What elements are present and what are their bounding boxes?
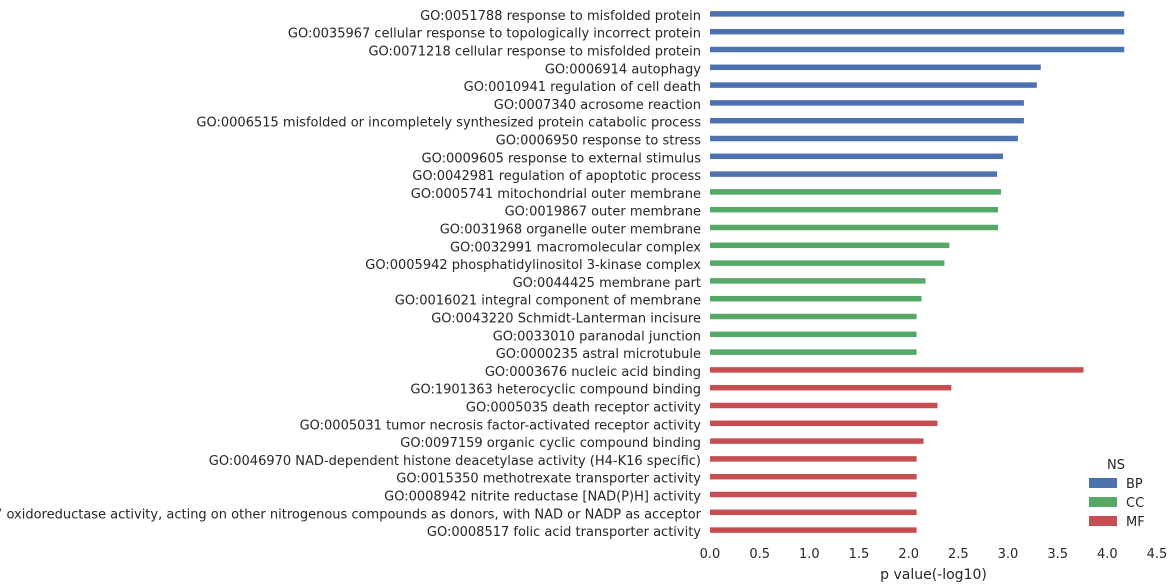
category-label: GO:0005942 phosphatidylinositol 3-kinase… [365, 258, 701, 273]
x-tick-label: 1.0 [799, 547, 820, 562]
bar-mf [710, 527, 917, 533]
legend-swatch-bp [1089, 478, 1117, 488]
bar-cc [710, 242, 950, 249]
category-label: GO:0032991 macromolecular complex [450, 240, 701, 255]
category-label: GO:0005741 mitochondrial outer membrane [411, 187, 701, 202]
category-label: GO:0097159 organic cyclic compound bindi… [400, 436, 701, 451]
x-tick-label: 2.5 [948, 547, 969, 562]
bars [710, 11, 1125, 533]
category-labels: GO:0051788 response to misfolded protein… [0, 9, 702, 540]
category-label: GO:0005031 tumor necrosis factor-activat… [300, 418, 702, 433]
category-label: GO:0006914 autophagy [545, 62, 701, 77]
legend-title: NS [1107, 458, 1125, 473]
bar-mf [710, 367, 1084, 373]
bar-bp [710, 135, 1018, 142]
bar-bp [710, 82, 1037, 88]
legend-label-bp: BP [1126, 477, 1143, 492]
bar-bp [710, 46, 1125, 53]
bar-cc [710, 278, 926, 284]
x-tick-label: 0.5 [749, 547, 770, 562]
bar-bp [710, 171, 998, 177]
legend-swatch-mf [1089, 516, 1117, 526]
bar-mf [710, 491, 917, 498]
category-label: GO:0008517 folic acid transporter activi… [427, 525, 701, 540]
bar-bp [710, 64, 1041, 71]
bar-cc [710, 260, 945, 266]
category-label: GO:0033010 paranodal junction [493, 329, 701, 344]
bar-mf [710, 509, 917, 516]
category-label: GO:0006515 misfolded or incompletely syn… [196, 116, 701, 131]
category-label: GO:0031968 organelle outer membrane [440, 223, 701, 238]
bar-cc [710, 206, 999, 213]
category-label: GO:0006950 response to stress [496, 134, 702, 149]
bar-mf [710, 420, 938, 427]
bar-cc [710, 313, 917, 320]
bar-bp [710, 153, 1004, 160]
category-label: GO:0005035 death receptor activity [466, 401, 701, 416]
bar-bp [710, 28, 1125, 35]
category-label: GO:0042981 regulation of apoptotic proce… [412, 169, 701, 184]
category-label: GO:0015350 methotrexate transporter acti… [396, 472, 701, 487]
bar-mf [710, 384, 952, 391]
category-label: GO:0009605 response to external stimulus [422, 151, 702, 166]
x-tick-label: 3.5 [1047, 547, 1068, 562]
legend-label-cc: CC [1126, 496, 1144, 511]
category-label: GO:0046970 NAD-dependent histone deacety… [209, 454, 701, 469]
category-label: GO:0016021 integral component of membran… [395, 294, 701, 309]
category-label: GO:0035967 cellular response to topologi… [288, 27, 701, 42]
bar-cc [710, 295, 922, 302]
bar-mf [710, 438, 924, 444]
x-axis: 0.0 0.5 1.0 1.5 2.0 2.5 3.0 3.5 4.0 4.5 [700, 547, 1168, 562]
x-tick-label: 4.0 [1097, 547, 1118, 562]
bar-bp [710, 117, 1024, 124]
bar-cc [710, 224, 999, 231]
bar-cc [710, 331, 917, 338]
bar-bp [710, 11, 1125, 17]
bar-cc [710, 349, 917, 355]
x-tick-label: 0.0 [700, 547, 721, 562]
x-axis-label: p value(-log10) [880, 567, 987, 583]
bar-cc [710, 189, 1002, 195]
category-label: GO:1901363 heterocyclic compound binding [410, 383, 701, 398]
x-tick-label: 2.0 [898, 547, 919, 562]
legend-label-mf: MF [1126, 515, 1145, 530]
x-tick-label: 1.5 [849, 547, 870, 562]
category-label: GO:0046857 oxidoreductase activity, acti… [0, 507, 702, 522]
legend-swatch-cc [1089, 497, 1117, 507]
category-label: GO:0010941 regulation of cell death [464, 80, 701, 95]
bar-mf [710, 456, 917, 462]
legend: NS BP CC MF [1089, 458, 1145, 530]
category-label: GO:0019867 outer membrane [505, 205, 701, 220]
category-label: GO:0000235 astral microtubule [496, 347, 701, 362]
category-label: GO:0008942 nitrite reductase [NAD(P)H] a… [384, 490, 701, 505]
bar-mf [710, 473, 917, 480]
category-label: GO:0003676 nucleic acid binding [485, 365, 701, 380]
bar-bp [710, 100, 1024, 106]
category-label: GO:0044425 membrane part [513, 276, 701, 291]
category-label: GO:0007340 acrosome reaction [494, 98, 701, 113]
x-tick-label: 3.0 [998, 547, 1019, 562]
category-label: GO:0071218 cellular response to misfolde… [368, 45, 701, 60]
bar-mf [710, 402, 938, 409]
category-label: GO:0043220 Schmidt-Lanterman incisure [431, 312, 701, 327]
x-tick-label: 4.5 [1147, 547, 1168, 562]
category-label: GO:0051788 response to misfolded protein [420, 9, 701, 24]
